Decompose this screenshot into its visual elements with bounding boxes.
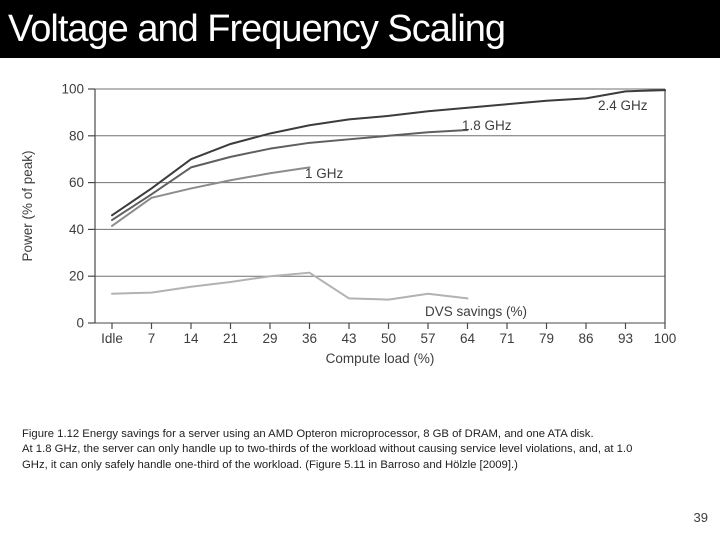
series-line-1-8-ghz [111, 128, 469, 222]
x-tick-label: 71 [499, 331, 514, 346]
series-line-dvs-savings [111, 271, 469, 301]
y-tick-label: 100 [61, 82, 84, 97]
figure-caption: Figure 1.12 Energy savings for a server … [22, 427, 698, 473]
series-label-1-8-ghz: 1.8 GHz [462, 118, 512, 133]
x-tick-label: 57 [420, 331, 435, 346]
y-tick-label: 20 [69, 269, 84, 284]
x-tick-label: 7 [148, 331, 156, 346]
series-line-1-ghz [111, 166, 311, 227]
x-tick-label: 21 [223, 331, 238, 346]
x-tick-label: 100 [654, 331, 677, 346]
x-tick-label: 14 [183, 331, 199, 346]
series-label-dvs-savings: DVS savings (%) [425, 304, 527, 319]
x-tick-label: 86 [578, 331, 593, 346]
x-tick-label: Idle [101, 331, 123, 346]
x-axis-title: Compute load (%) [326, 351, 435, 366]
x-tick-label: 93 [618, 331, 633, 346]
y-tick-label: 60 [69, 175, 84, 190]
x-tick-label: 79 [539, 331, 554, 346]
figure-caption-line: At 1.8 GHz, the server can only handle u… [22, 443, 633, 456]
x-tick-label: 43 [341, 331, 356, 346]
y-tick-label: 40 [69, 222, 84, 237]
x-tick-label: 64 [460, 331, 476, 346]
y-axis-title: Power (% of peak) [20, 150, 35, 261]
figure-caption-line: Figure 1.12 Energy savings for a server … [22, 428, 594, 440]
x-tick-label: 50 [381, 331, 396, 346]
series-label-2-4-ghz: 2.4 GHz [598, 98, 648, 113]
series-line-2-4-ghz [111, 89, 666, 217]
x-tick-label: 36 [302, 331, 317, 346]
slide-title: Voltage and Frequency Scaling [8, 8, 506, 50]
y-tick-label: 0 [76, 316, 84, 331]
power-vs-load-chart: 0 20 40 60 80 100 Idle 7 14 21 29 36 43 50 57 64 71 79 86 9… [20, 82, 677, 367]
x-tick-label: 29 [262, 331, 277, 346]
y-tick-label: 80 [69, 128, 84, 143]
page-number: 39 [693, 510, 708, 525]
slide-title-bar: Voltage and Frequency Scaling [0, 0, 720, 58]
figure-caption-line: GHz, it can only safely handle one-third… [22, 458, 518, 471]
series-label-1-ghz: 1 GHz [305, 166, 344, 181]
